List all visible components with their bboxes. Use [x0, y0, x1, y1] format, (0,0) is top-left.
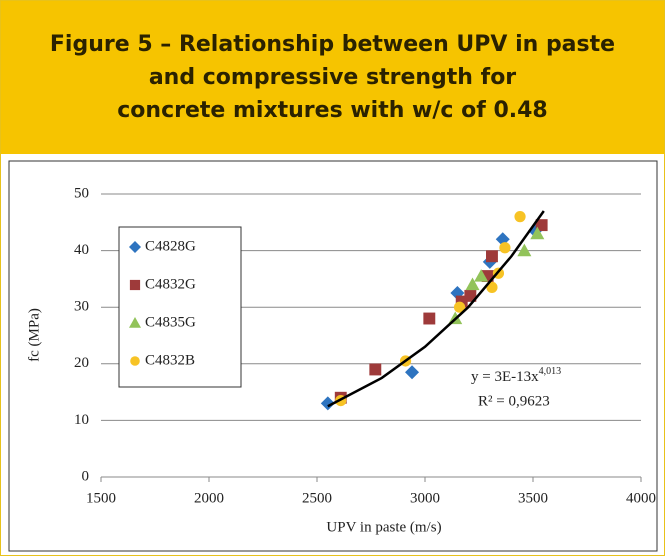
legend-marker — [129, 317, 141, 328]
r-squared: R² = 0,9623 — [478, 393, 550, 409]
point — [499, 242, 511, 254]
point — [486, 281, 498, 293]
x-axis-label: UPV in paste (m/s) — [326, 519, 441, 535]
legend-marker — [130, 356, 140, 366]
y-tick-label: 10 — [74, 412, 89, 428]
point — [517, 243, 532, 257]
point — [453, 301, 466, 313]
y-tick-label: 50 — [74, 185, 89, 201]
x-tick-label: 2500 — [302, 490, 332, 506]
y-tick-label: 0 — [82, 468, 90, 484]
point — [481, 270, 494, 283]
trendline — [327, 210, 545, 408]
title-line: concrete mixtures with w/c of 0.48 — [117, 98, 548, 123]
title-line: Figure 5 – Relationship between UPV in p… — [49, 32, 616, 57]
y-tick-label: 20 — [74, 355, 89, 371]
point — [465, 277, 480, 291]
y-tick-label: 40 — [74, 242, 89, 258]
point — [474, 269, 489, 282]
x-tick-label: 2000 — [194, 490, 224, 506]
legend-label: C4828G — [145, 238, 196, 254]
trend-equation: y = 3E-13x4,013 — [471, 366, 561, 385]
point — [455, 295, 468, 308]
point — [423, 312, 436, 325]
x-tick-label: 4000 — [626, 490, 656, 506]
legend-label: C4832G — [145, 276, 196, 292]
legend-label: C4835G — [145, 314, 196, 330]
exponent: 4,013 — [539, 366, 562, 377]
point — [464, 289, 477, 302]
legend-marker — [129, 241, 141, 253]
x-tick-label: 1500 — [86, 490, 116, 506]
point — [369, 363, 382, 376]
header: Figure 5 – Relationship between UPV in p… — [1, 1, 664, 154]
x-tick-label: 3000 — [410, 490, 440, 506]
point — [486, 250, 498, 263]
point — [514, 211, 526, 223]
y-tick-label: 30 — [74, 299, 89, 315]
legend-marker — [129, 279, 141, 291]
point — [320, 396, 335, 411]
y-axis-label: fc (MPa) — [26, 308, 42, 362]
legend-label: C4832B — [145, 352, 195, 368]
point — [405, 365, 420, 380]
point — [530, 226, 545, 240]
chart: UPV in paste (m/s) fc (MPa) y = 3E-13x4,… — [8, 160, 658, 552]
x-tick-label: 3500 — [518, 490, 548, 506]
chart-frame — [8, 160, 658, 552]
title-line: and compressive strength for — [148, 65, 517, 90]
point — [535, 219, 548, 232]
equation: y = 3E-13x — [471, 369, 539, 385]
